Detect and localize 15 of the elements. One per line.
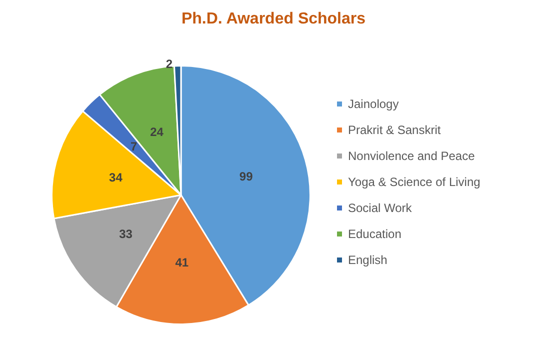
legend-label: Nonviolence and Peace [348,149,476,163]
legend-label: Prakrit & Sanskrit [348,123,442,137]
data-label: 34 [109,170,123,184]
legend-label: Education [348,227,402,241]
legend-label: Yoga & Science of Living [348,175,480,189]
data-label: 24 [150,124,164,139]
legend-label: Social Work [348,201,413,215]
data-label: 41 [175,256,189,270]
data-label: 7 [130,140,138,154]
chart-title: Ph.D. Awarded Scholars [181,10,366,28]
data-label: 99 [239,170,254,184]
data-label: 2 [166,56,173,71]
legend-label: Jainology [348,97,399,111]
legend-label: English [348,253,388,267]
data-label: 33 [119,227,133,242]
